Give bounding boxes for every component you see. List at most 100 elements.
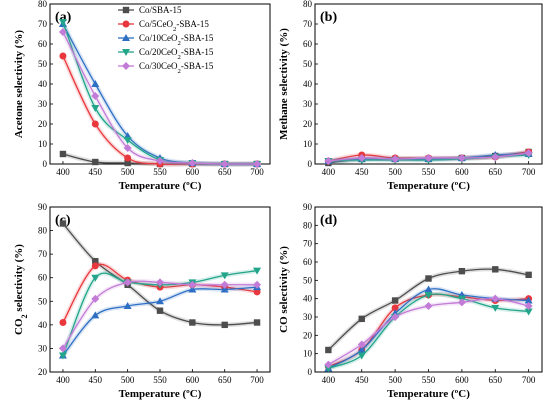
y-tick-label: 60: [38, 273, 48, 283]
data-point: [325, 346, 332, 354]
data-point: [253, 267, 262, 275]
legend-marker: [122, 34, 130, 41]
x-axis-label: Temperature (ºC): [387, 388, 470, 400]
y-tick-label: 50: [38, 59, 48, 69]
x-tick-label: 400: [322, 375, 336, 385]
data-point: [59, 220, 67, 227]
y-axis-label: CO selectivity (%): [278, 246, 290, 333]
data-point: [188, 280, 197, 289]
panel-b: 400 450 500 550 600 650 700 0 10 20 30 40 50 60 70 80 Te…: [278, 0, 543, 192]
y-tick-label: 70: [38, 249, 48, 259]
y-tick-label: 20: [303, 330, 313, 340]
data-point: [524, 149, 533, 157]
y-tick-label: 20: [38, 367, 48, 377]
y-tick-label: 80: [303, 220, 313, 230]
panel-label: (a): [55, 10, 72, 25]
x-axis-label: Temperature (ºC): [119, 388, 202, 400]
legend-label: Co/5CeO2-SBA-15: [139, 19, 209, 33]
x-axis-label: Temperature (ºC): [387, 180, 470, 192]
data-point: [188, 159, 197, 167]
data-point: [391, 304, 399, 312]
x-tick-label: 500: [121, 167, 135, 177]
y-tick-label: 80: [303, 0, 313, 9]
legend: Co/SBA-15 Co/5CeO2-SBA-15Co/10CeO2-SBA-15…: [118, 5, 214, 75]
data-point: [391, 313, 400, 321]
data-point: [123, 302, 132, 309]
legend-item: Co/20CeO2-SBA-15: [118, 47, 214, 61]
data-point: [123, 137, 132, 144]
y-tick-label: 30: [303, 99, 313, 109]
data-point: [220, 285, 229, 293]
data-point: [391, 155, 400, 163]
y-tick-label: 70: [303, 19, 313, 29]
data-point: [457, 154, 466, 162]
y-tick-label: 40: [38, 79, 48, 89]
plot-frame: [314, 3, 543, 165]
data-point: [58, 19, 67, 26]
data-point: [124, 159, 131, 167]
y-tick-label: 50: [303, 59, 313, 69]
data-point: [58, 344, 67, 353]
x-tick-label: 550: [153, 375, 167, 385]
x-tick-label: 500: [121, 375, 135, 385]
y-tick-label: 30: [38, 99, 48, 109]
data-point: [124, 154, 132, 162]
legend-item: Co/SBA-15: [118, 5, 182, 15]
data-point: [92, 258, 99, 265]
x-tick-label: 600: [186, 167, 200, 177]
data-point: [221, 321, 228, 329]
data-point: [91, 311, 100, 319]
x-axis-label: Temperature (ºC): [119, 180, 202, 192]
y-tick-label: 10: [303, 349, 313, 359]
y-tick-label: 20: [38, 119, 48, 129]
y-tick-label: 80: [38, 0, 48, 9]
x-tick-label: 550: [422, 375, 436, 385]
data-point: [123, 144, 132, 152]
data-point: [424, 292, 433, 299]
x-tick-label: 650: [489, 375, 503, 385]
data-point: [457, 298, 466, 307]
y-tick-label: 40: [38, 320, 48, 330]
x-tick-label: 500: [388, 375, 402, 385]
x-tick-label: 450: [89, 167, 103, 177]
x-tick-label: 700: [522, 375, 536, 385]
data-point: [91, 262, 99, 270]
x-tick-label: 600: [186, 375, 200, 385]
y-tick-label: 30: [303, 312, 313, 322]
panel-label: (d): [320, 213, 337, 228]
data-point: [220, 160, 229, 168]
data-point: [424, 285, 433, 293]
x-tick-label: 700: [522, 167, 536, 177]
data-point: [253, 319, 261, 326]
y-tick-label: 20: [303, 119, 313, 129]
legend-label: Co/10CeO2-SBA-15: [139, 33, 214, 47]
series-line: [62, 55, 258, 166]
y-tick-label: 30: [38, 343, 48, 353]
y-axis-label: Acetone selectivity (%): [13, 30, 25, 138]
data-point: [324, 360, 333, 369]
data-point: [524, 302, 533, 310]
data-point: [220, 280, 229, 289]
series-co-30ceo2-sba-15: [58, 278, 262, 353]
x-tick-label: 400: [322, 167, 336, 177]
legend-label: Co/SBA-15: [139, 5, 182, 15]
y-tick-label: 50: [38, 296, 48, 306]
legend-item: Co/10CeO2-SBA-15: [118, 33, 214, 47]
x-tick-label: 700: [250, 167, 264, 177]
series-co-30ceo2-sba-15: [324, 294, 533, 369]
data-point: [491, 294, 500, 303]
x-tick-label: 650: [218, 375, 232, 385]
x-tick-label: 550: [153, 167, 167, 177]
data-point: [91, 92, 100, 100]
data-point: [491, 304, 500, 312]
data-point: [425, 275, 432, 282]
data-point: [59, 52, 67, 60]
data-point: [524, 296, 533, 304]
y-axis-label: CO2 selectivity (%): [13, 244, 29, 335]
panel-c: 400 450 500 550 600 650 700 20 30 40 50 60 70 80 90 Tem…: [13, 202, 271, 400]
panel-d: 400 450 500 550 600 650 700 0 10 20 30 40 50 60 70 80 90…: [278, 202, 543, 400]
legend-marker: [122, 49, 130, 56]
x-tick-label: 450: [89, 375, 103, 385]
x-tick-label: 600: [455, 167, 469, 177]
